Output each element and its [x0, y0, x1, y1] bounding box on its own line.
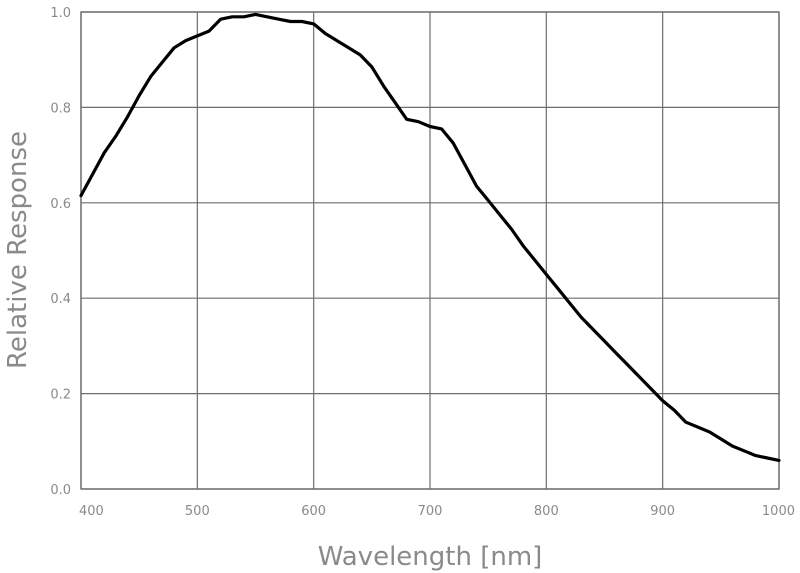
x-tick-label: 1000 [762, 504, 795, 519]
x-tick-labels: 400 500 600 700 800 900 1000 [79, 504, 795, 519]
x-tick-label: 500 [185, 504, 210, 519]
response-curve [79, 12, 781, 462]
x-tick-label: 800 [534, 504, 559, 519]
y-tick-label: 0.2 [50, 388, 71, 403]
x-tick-label: 400 [79, 504, 104, 519]
grid [80, 11, 780, 490]
y-tick-label: 1.0 [50, 6, 71, 21]
x-tick-label: 700 [418, 504, 443, 519]
y-tick-label: 0.6 [50, 197, 71, 212]
plot-frame [80, 11, 780, 490]
x-tick-label: 600 [301, 504, 326, 519]
y-axis-label: Relative Response [3, 131, 33, 369]
y-tick-label: 0.8 [50, 101, 71, 116]
x-axis-label: Wavelength [nm] [318, 542, 543, 572]
y-tick-label: 0.0 [50, 483, 71, 498]
y-tick-label: 0.4 [50, 292, 71, 307]
plot-border [80, 11, 780, 490]
y-tick-labels: 0.0 0.2 0.4 0.6 0.8 1.0 [50, 6, 71, 498]
x-tick-label: 900 [650, 504, 675, 519]
